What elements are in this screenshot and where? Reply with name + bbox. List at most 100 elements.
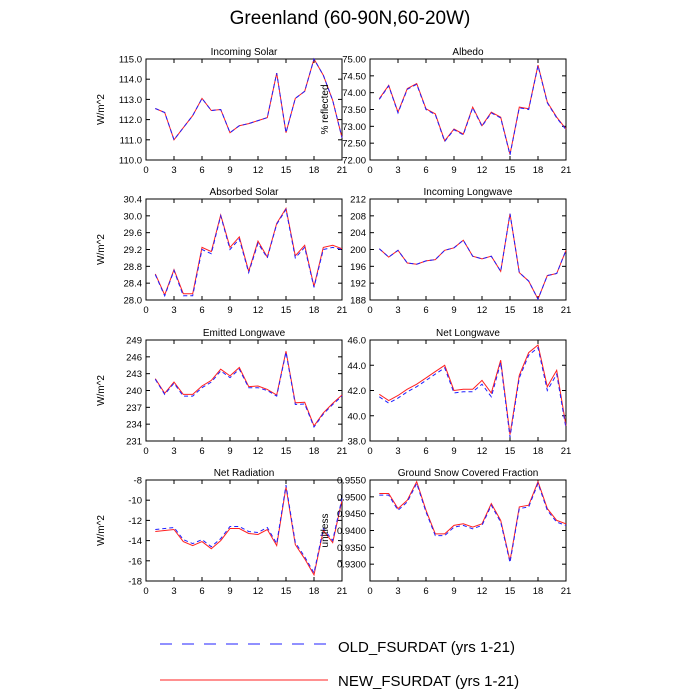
- legend-new-line: [160, 679, 328, 681]
- x-tick-label: 9: [451, 165, 456, 176]
- x-tick-label: 9: [227, 165, 232, 176]
- y-tick-label: 30.0: [124, 211, 143, 222]
- x-tick-label: 18: [533, 586, 544, 597]
- panel-title: Incoming Solar: [211, 47, 278, 58]
- x-tick-label: 0: [367, 446, 372, 457]
- series-line-new: [379, 344, 567, 435]
- x-tick-label: 15: [281, 165, 292, 176]
- x-tick-label: 15: [505, 446, 516, 457]
- plot-frame: [145, 58, 343, 161]
- y-tick-label: 249: [126, 336, 142, 347]
- y-tick-label: 237: [126, 403, 142, 414]
- y-tick-label: -10: [128, 496, 142, 507]
- x-tick-label: 6: [423, 586, 428, 597]
- chart-panel-3: Absorbed Solar 0 3 6 9 12 15 18 21 28.0 28.4 28.8 29…: [96, 187, 347, 316]
- x-tick-label: 3: [395, 446, 400, 457]
- y-tick-label: 29.2: [124, 245, 143, 256]
- x-tick-label: 18: [533, 446, 544, 457]
- x-tick-label: 18: [309, 586, 320, 597]
- y-tick-label: 28.4: [124, 279, 143, 290]
- panel-title: Incoming Longwave: [424, 187, 513, 198]
- chart-panel-5: Emitted Longwave 0 3 6 9 12 15 18 21 231 234 237 240…: [96, 328, 347, 457]
- y-tick-label: 0.9500: [337, 492, 366, 503]
- x-tick-label: 18: [309, 305, 320, 316]
- x-tick-label: 21: [337, 586, 348, 597]
- x-tick-label: 0: [143, 586, 148, 597]
- series-line-new: [155, 487, 343, 577]
- x-tick-label: 15: [281, 586, 292, 597]
- x-tick-label: 0: [143, 446, 148, 457]
- panel-title: Absorbed Solar: [210, 187, 280, 198]
- series-line-old: [379, 346, 567, 438]
- x-tick-label: 21: [561, 305, 572, 316]
- y-tick-label: 0.9300: [337, 560, 366, 571]
- series-line-old: [154, 208, 343, 298]
- x-tick-label: 6: [199, 165, 204, 176]
- y-tick-label: 30.4: [124, 195, 143, 206]
- chart-panel-4: Incoming Longwave 0 3 6 9 12 15 18 21 188 192 196 20…: [350, 187, 571, 316]
- x-tick-label: 12: [477, 305, 488, 316]
- y-axis-label: W/m^2: [96, 515, 107, 546]
- plot-frame: [145, 479, 343, 582]
- x-tick-label: 21: [561, 586, 572, 597]
- x-tick-label: 6: [423, 305, 428, 316]
- y-tick-label: 192: [350, 279, 366, 290]
- y-tick-label: 28.0: [124, 296, 143, 307]
- x-tick-label: 9: [451, 305, 456, 316]
- x-tick-label: 21: [337, 165, 348, 176]
- x-tick-label: 21: [337, 305, 348, 316]
- y-tick-label: 73.50: [342, 105, 366, 116]
- series-line-old: [378, 213, 567, 301]
- x-tick-label: 18: [533, 165, 544, 176]
- x-tick-label: 12: [253, 446, 264, 457]
- y-axis-label: unitless: [320, 514, 331, 548]
- x-tick-label: 3: [395, 165, 400, 176]
- x-tick-label: 0: [367, 165, 372, 176]
- y-tick-label: 188: [350, 296, 366, 307]
- x-tick-label: 18: [309, 446, 320, 457]
- y-tick-label: 114.0: [119, 75, 142, 86]
- x-tick-label: 9: [451, 586, 456, 597]
- plot-frame: [369, 339, 567, 442]
- y-tick-label: -14: [128, 536, 142, 547]
- panel-title: Ground Snow Covered Fraction: [398, 468, 539, 479]
- legend-old-line: [160, 643, 328, 645]
- y-tick-label: 234: [126, 420, 142, 431]
- y-tick-label: 240: [126, 386, 142, 397]
- y-tick-label: 246: [126, 352, 142, 363]
- x-tick-label: 9: [227, 586, 232, 597]
- y-tick-label: 200: [350, 245, 366, 256]
- y-tick-label: 42.0: [348, 386, 367, 397]
- x-tick-label: 0: [143, 165, 148, 176]
- series-line-new: [154, 351, 343, 427]
- plot-frame: [369, 479, 567, 582]
- plot-frame: [145, 339, 343, 442]
- y-tick-label: 29.6: [124, 228, 143, 239]
- y-tick-label: -8: [134, 476, 142, 487]
- y-tick-label: 28.8: [124, 262, 143, 273]
- x-tick-label: 0: [367, 305, 372, 316]
- series-line-old: [154, 352, 343, 429]
- chart-panel-6: Net Longwave 0 3 6 9 12 15 18 21 38.0 40.0 42.0 44.0…: [348, 328, 572, 457]
- y-tick-label: 110.0: [119, 156, 142, 167]
- y-tick-label: 0.9400: [337, 526, 366, 537]
- y-tick-label: 46.0: [348, 336, 367, 347]
- x-tick-label: 3: [171, 446, 176, 457]
- y-axis-label: W/m^2: [96, 375, 107, 406]
- x-tick-label: 18: [309, 165, 320, 176]
- x-tick-label: 3: [395, 305, 400, 316]
- y-tick-label: -12: [128, 516, 142, 527]
- chart-panel-1: Incoming Solar 0 3 6 9 12 15 18 21 110.0 111.0 112.…: [96, 47, 347, 176]
- y-tick-label: 212: [350, 195, 366, 206]
- x-tick-label: 21: [561, 165, 572, 176]
- x-tick-label: 21: [337, 446, 348, 457]
- y-axis-label: % reflected: [320, 84, 331, 134]
- y-tick-label: 74.50: [342, 71, 366, 82]
- y-tick-label: 231: [126, 437, 142, 448]
- series-line-old: [155, 485, 343, 575]
- x-tick-label: 9: [227, 305, 232, 316]
- chart-panel-7: Net Radiation 0 3 6 9 12 15 18 21 -18 -16 -14 -12 -10…: [96, 468, 347, 597]
- y-tick-label: 38.0: [348, 437, 367, 448]
